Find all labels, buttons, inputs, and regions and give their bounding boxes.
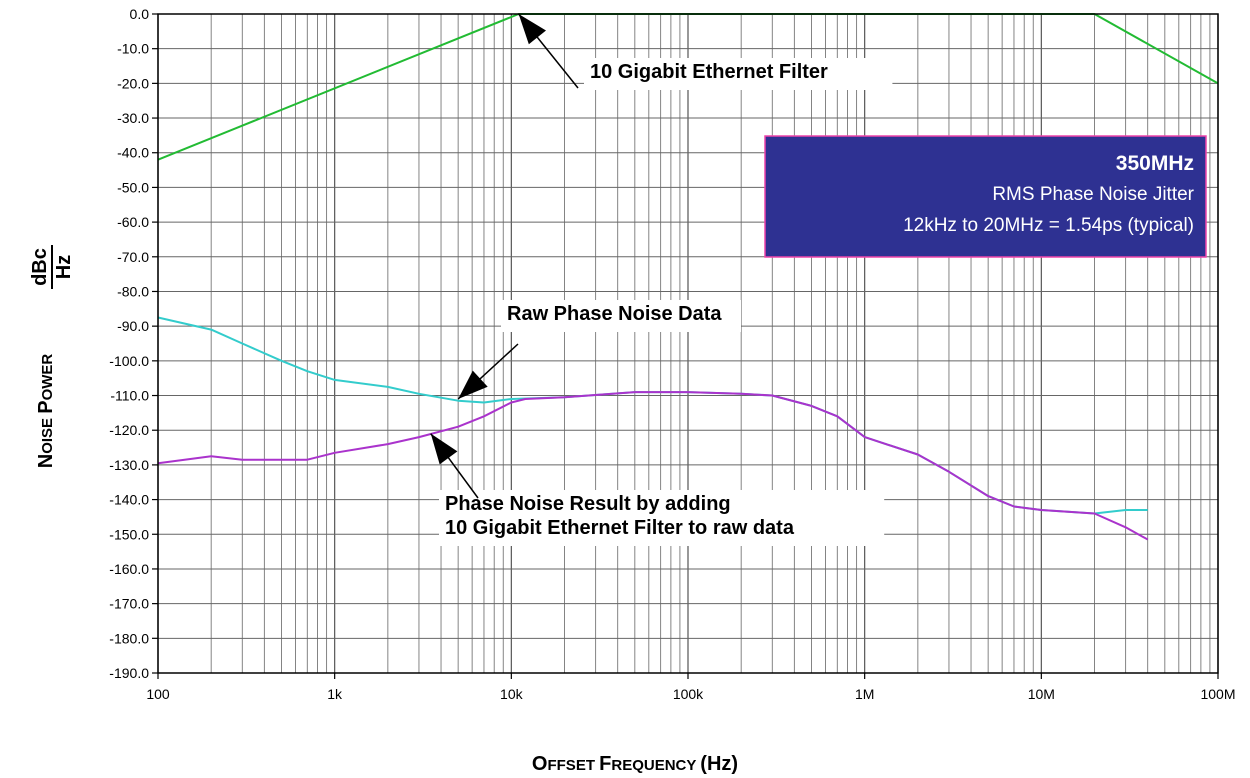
y-tick-label: -10.0 [117, 41, 149, 57]
info-box-line2: 12kHz to 20MHz = 1.54ps (typical) [903, 215, 1194, 236]
y-tick-label: -180.0 [109, 630, 149, 646]
tick-labels: 0.0 -10.0 -20.0 -30.0 -40.0 -50.0 -60.0 -70.0 -8… [109, 6, 1235, 702]
x-tick-label: 100M [1200, 686, 1235, 702]
y-tick-label: -130.0 [109, 457, 149, 473]
y-tick-label: -170.0 [109, 596, 149, 612]
y-tick-label: -80.0 [117, 283, 149, 299]
y-label-unit-bottom: Hz [53, 255, 75, 279]
y-label-second-small: OWER [39, 354, 56, 401]
info-box-line1: RMS Phase Noise Jitter [992, 184, 1194, 205]
x-tick-label: 1M [855, 686, 874, 702]
x-axis-label: OFFSET FREQUENCY (Hz) [532, 753, 738, 775]
annotation-background [584, 58, 893, 90]
annotation-2: Raw Phase Noise Data [457, 300, 741, 400]
y-tick-label: -120.0 [109, 422, 149, 438]
x-label-second-big: F [599, 753, 611, 775]
y-tick-label: -140.0 [109, 492, 149, 508]
annotation-text: Phase Noise Result by adding [445, 493, 731, 515]
x-label-second-small: REQUENCY [611, 757, 700, 774]
annotations: 10 Gigabit Ethernet Filter Raw Phase Nois… [430, 13, 893, 546]
y-label-unit-top: dBc [29, 248, 51, 286]
info-box-title: 350MHz [1116, 152, 1194, 175]
y-tick-label: -30.0 [117, 110, 149, 126]
y-tick-label: -40.0 [117, 145, 149, 161]
y-tick-label: -100.0 [109, 353, 149, 369]
y-tick-label: -70.0 [117, 249, 149, 265]
annotation-arrow-head [518, 14, 546, 45]
x-label-unit: (Hz) [700, 753, 738, 775]
annotation-text: 10 Gigabit Ethernet Filter to raw data [445, 517, 795, 539]
annotation-arrow-head [458, 370, 488, 399]
y-tick-label: -150.0 [109, 526, 149, 542]
x-tick-label: 1k [327, 686, 343, 702]
annotation-background [501, 300, 741, 332]
y-tick-label: -90.0 [117, 318, 149, 334]
info-box: 350MHz RMS Phase Noise Jitter 12kHz to 20M… [764, 135, 1207, 258]
info-box-background [764, 135, 1207, 258]
x-label-first-small: FFSET [547, 757, 599, 774]
annotation-text: Raw Phase Noise Data [507, 303, 722, 325]
annotation-arrow-head [430, 433, 458, 465]
y-label-second-big: P [35, 400, 57, 413]
y-axis-label: NOISE POWER dBc Hz [29, 245, 75, 468]
y-tick-label: -20.0 [117, 75, 149, 91]
series-line-3 [157, 391, 1149, 541]
x-tick-label: 10k [500, 686, 524, 702]
annotation-text: 10 Gigabit Ethernet Filter [590, 61, 828, 83]
annotation-background [439, 490, 885, 546]
y-tick-label: -50.0 [117, 179, 149, 195]
y-label-words: NOISE POWER [35, 354, 57, 469]
y-label-first-small: OISE [39, 414, 56, 454]
y-label-first-big: N [35, 454, 57, 468]
y-tick-label: -190.0 [109, 665, 149, 681]
y-tick-label: -60.0 [117, 214, 149, 230]
y-tick-label: -110.0 [110, 388, 149, 404]
y-tick-label: -160.0 [109, 561, 149, 577]
x-tick-label: 100k [673, 686, 704, 702]
x-label-first-big: O [532, 753, 548, 775]
y-tick-label: 0.0 [130, 6, 150, 22]
x-tick-label: 100 [146, 686, 170, 702]
x-tick-label: 10M [1028, 686, 1055, 702]
annotation-1: 10 Gigabit Ethernet Filter [518, 13, 893, 90]
